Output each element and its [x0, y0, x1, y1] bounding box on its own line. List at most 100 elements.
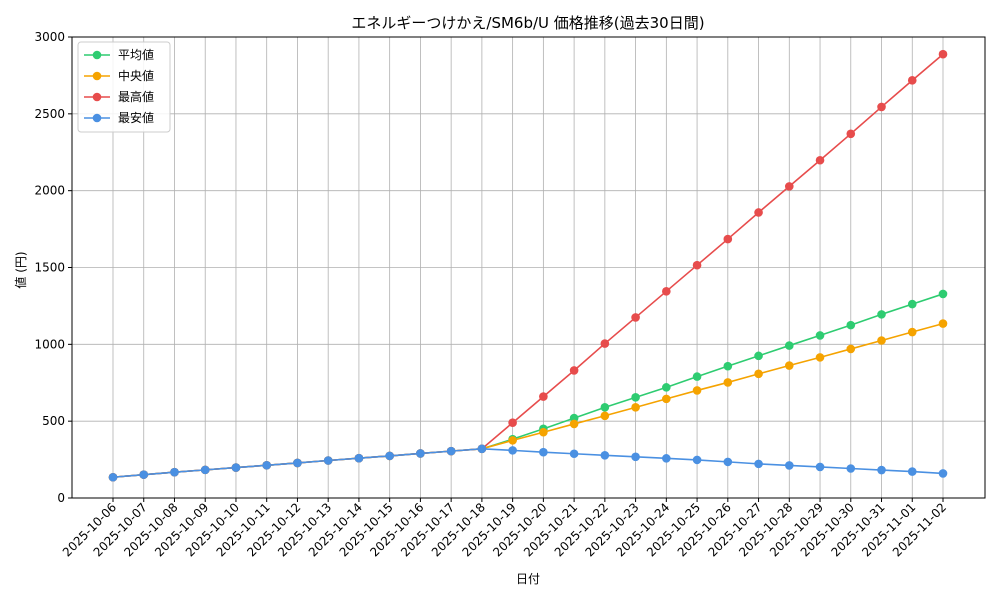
data-point	[723, 234, 733, 244]
data-point	[754, 459, 763, 469]
data-point	[877, 465, 886, 475]
data-point	[293, 458, 302, 468]
data-point	[846, 320, 856, 330]
ticks-layer: 2025-10-062025-10-072025-10-082025-10-09…	[34, 30, 949, 559]
series-line	[112, 448, 944, 479]
legend-label: 中央値	[118, 68, 154, 83]
data-point	[600, 450, 610, 460]
data-point	[754, 369, 763, 379]
legend-label: 最高値	[118, 89, 154, 104]
legend-marker	[92, 71, 102, 81]
data-point	[877, 310, 886, 319]
data-point	[784, 461, 794, 470]
legend-marker	[92, 92, 102, 102]
data-point	[784, 361, 794, 370]
y-tick-label: 2000	[34, 184, 65, 198]
series-line	[112, 53, 944, 479]
legend-entry: 平均値	[84, 47, 154, 62]
data-point	[692, 455, 702, 465]
data-point	[846, 129, 856, 139]
data-point	[723, 361, 733, 371]
data-point	[508, 418, 517, 428]
y-tick-label: 2500	[34, 107, 65, 121]
data-point	[600, 339, 610, 348]
data-point	[662, 383, 671, 392]
data-point	[815, 353, 825, 362]
data-point	[815, 462, 825, 472]
data-point	[354, 453, 364, 463]
data-point	[938, 469, 948, 478]
series-line	[112, 293, 944, 479]
data-point	[784, 182, 794, 191]
legend-box	[77, 41, 171, 133]
data-point	[877, 336, 886, 345]
data-point	[262, 460, 272, 470]
data-point	[569, 366, 579, 375]
data-point	[662, 454, 671, 463]
data-point	[539, 392, 548, 401]
legend-entry: 最安値	[84, 110, 154, 125]
data-point	[569, 449, 579, 459]
data-point	[723, 457, 733, 467]
series-line	[112, 322, 944, 479]
series-4	[108, 444, 948, 482]
data-point	[631, 403, 640, 412]
data-point	[938, 49, 948, 59]
y-tick-label: 500	[42, 414, 65, 428]
legend-label: 最安値	[118, 110, 154, 125]
data-point	[631, 452, 640, 462]
data-point	[508, 436, 517, 445]
data-point	[139, 470, 149, 479]
series-2	[108, 319, 948, 482]
legend-marker	[92, 50, 102, 60]
data-point	[784, 341, 794, 350]
data-point	[907, 76, 917, 85]
chart-title: エネルギーつけかえ/SM6b/U 価格推移(過去30日間)	[351, 14, 704, 32]
data-point	[692, 372, 702, 381]
data-point	[108, 472, 118, 482]
data-point	[600, 403, 610, 412]
legend-label: 平均値	[118, 47, 154, 62]
legend-entry: 中央値	[84, 68, 154, 83]
data-point	[569, 419, 579, 429]
series-layer	[108, 49, 948, 482]
x-axis-label: 日付	[516, 572, 540, 586]
legend-entry: 最高値	[84, 89, 154, 104]
y-axis-label: 値 (円)	[13, 251, 28, 288]
data-point	[231, 463, 241, 472]
legend-marker	[92, 113, 102, 123]
data-point	[170, 467, 179, 477]
data-point	[600, 411, 610, 421]
data-point	[508, 446, 517, 455]
data-point	[846, 464, 856, 473]
data-point	[723, 378, 733, 387]
y-tick-label: 0	[57, 491, 65, 505]
data-point	[323, 456, 333, 465]
data-point	[539, 447, 548, 457]
data-point	[446, 446, 456, 456]
y-tick-label: 3000	[34, 30, 65, 44]
data-point	[631, 313, 640, 322]
data-point	[877, 102, 886, 112]
data-point	[662, 287, 671, 296]
series-1	[108, 289, 948, 482]
data-point	[539, 427, 548, 437]
data-point	[692, 386, 702, 395]
data-point	[815, 155, 825, 165]
grid-layer	[72, 36, 985, 499]
data-point	[754, 351, 763, 361]
data-point	[754, 208, 763, 217]
data-point	[907, 299, 917, 309]
data-point	[200, 465, 210, 475]
data-point	[477, 444, 487, 454]
data-point	[938, 319, 948, 328]
data-point	[416, 449, 425, 458]
series-3	[108, 49, 948, 482]
data-point	[907, 327, 917, 337]
data-point	[846, 344, 856, 354]
data-point	[692, 260, 702, 270]
data-point	[938, 289, 948, 299]
data-point	[631, 393, 640, 402]
